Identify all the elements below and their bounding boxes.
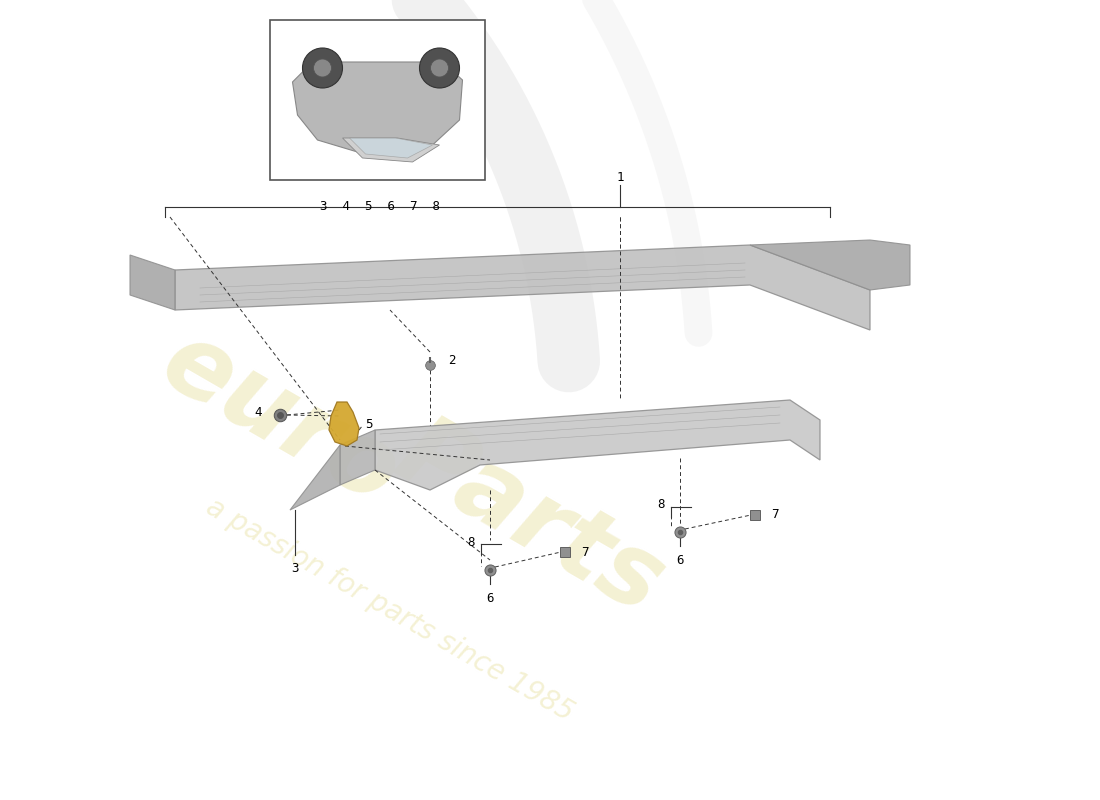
Text: a passion for parts since 1985: a passion for parts since 1985 — [201, 493, 579, 727]
Circle shape — [302, 48, 342, 88]
Polygon shape — [375, 400, 820, 490]
Text: 3: 3 — [292, 562, 299, 575]
Text: 6: 6 — [486, 592, 494, 605]
Polygon shape — [350, 138, 432, 158]
Text: 4: 4 — [254, 406, 262, 419]
Text: 8: 8 — [468, 535, 475, 549]
Text: 8: 8 — [658, 498, 666, 511]
Polygon shape — [750, 240, 910, 290]
Polygon shape — [130, 255, 175, 310]
Polygon shape — [329, 402, 359, 446]
Circle shape — [430, 59, 449, 77]
Text: euro: euro — [144, 314, 416, 526]
Text: 2: 2 — [448, 354, 455, 366]
Polygon shape — [293, 62, 462, 155]
Text: 3  4  5  6  7  8: 3 4 5 6 7 8 — [320, 201, 440, 214]
Polygon shape — [290, 445, 340, 510]
Text: 6: 6 — [676, 554, 684, 567]
Text: 7: 7 — [581, 546, 589, 558]
Polygon shape — [340, 430, 375, 485]
Circle shape — [419, 48, 460, 88]
Polygon shape — [175, 245, 870, 330]
Text: Parts: Parts — [379, 406, 680, 634]
Text: 5: 5 — [365, 418, 373, 431]
Text: 1: 1 — [616, 171, 624, 184]
Text: 7: 7 — [771, 509, 779, 522]
Polygon shape — [342, 138, 440, 162]
Bar — [270, 20, 485, 180]
Circle shape — [314, 59, 331, 77]
